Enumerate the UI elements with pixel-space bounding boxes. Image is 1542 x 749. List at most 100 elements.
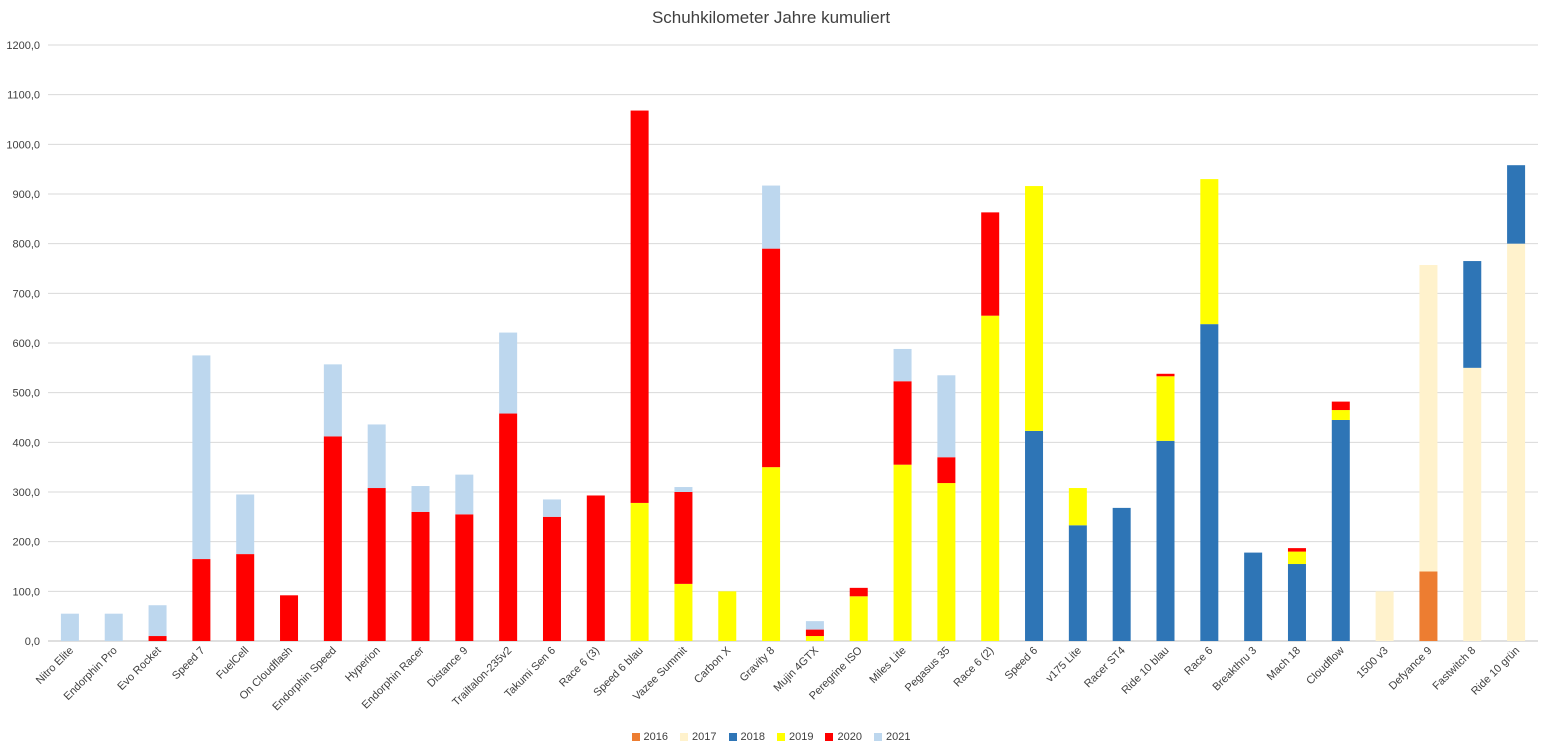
bar-segment-2021 [236, 494, 255, 555]
x-tick-label: Hyperion [343, 645, 383, 685]
bar-segment-2018 [1331, 419, 1350, 641]
bar-segment-2021 [148, 605, 167, 637]
bar-segment-2020 [367, 488, 386, 641]
bars [60, 110, 1526, 641]
bar-segment-2020 [893, 381, 912, 465]
legend-item-2021: 2021 [873, 731, 910, 743]
y-tick-label: 300,0 [12, 487, 40, 499]
y-tick-label: 600,0 [12, 338, 40, 350]
bar-segment-2019 [937, 483, 956, 641]
bar-segment-2019 [1331, 410, 1350, 420]
y-tick-label: 200,0 [12, 537, 40, 549]
x-tick-label: Speed 7 [170, 645, 207, 682]
bar-segment-2018 [1200, 324, 1219, 641]
x-tick-label: Race 6 [1182, 645, 1215, 678]
bar-segment-2020 [192, 559, 211, 641]
bar-segment-2019 [981, 315, 1000, 641]
y-tick-label: 700,0 [12, 288, 40, 300]
legend-label: 2019 [789, 731, 814, 743]
bar-segment-2020 [586, 495, 605, 641]
x-tick-label: Racer ST4 [1082, 645, 1128, 691]
bar-segment-2020 [805, 629, 824, 637]
y-tick-label: 400,0 [12, 437, 40, 449]
bar-segment-2019 [805, 636, 824, 641]
bar-segment-2021 [323, 364, 342, 437]
y-axis-ticks: 0,0 100,0 200,0 300,0 400,0 500,0 600,0 700,0 80… [6, 40, 40, 648]
bar-segment-2020 [1331, 401, 1350, 411]
bar-segment-2019 [1156, 376, 1175, 441]
bar-segment-2019 [1287, 551, 1306, 565]
bar-segment-2020 [762, 248, 781, 468]
bar-segment-2020 [674, 492, 693, 584]
bar-segment-2021 [455, 474, 474, 515]
x-tick-label: Breakthru 3 [1211, 645, 1260, 694]
x-tick-label: Mach 18 [1265, 645, 1303, 683]
bar-segment-2019 [762, 467, 781, 641]
y-tick-label: 900,0 [12, 189, 40, 201]
bar-segment-2018 [1156, 440, 1175, 641]
legend-swatch [631, 733, 640, 741]
legend-item-2020: 2020 [825, 731, 862, 743]
bar-segment-2018 [1463, 261, 1482, 368]
bar-segment-2020 [411, 511, 430, 641]
legend-item-2016: 2016 [631, 731, 669, 743]
bar-segment-2020 [323, 436, 342, 641]
bar-segment-2020 [280, 595, 299, 641]
bar-segment-2018 [1244, 552, 1263, 641]
bar-segment-2017 [1463, 367, 1482, 641]
x-tick-label: Ride 10 blau [1119, 645, 1171, 697]
legend-item-2018: 2018 [728, 731, 765, 743]
legend-item-2017: 2017 [680, 731, 717, 743]
bar-segment-2019 [1025, 186, 1044, 431]
bar-segment-2016 [1419, 571, 1438, 641]
legend-label: 2017 [692, 731, 717, 743]
y-tick-label: 1000,0 [6, 139, 40, 151]
bar-segment-2020 [937, 457, 956, 484]
bar-segment-2020 [1156, 373, 1175, 377]
bar-segment-2019 [1068, 488, 1087, 526]
x-tick-label: Miles Lite [867, 645, 908, 686]
bar-segment-2021 [499, 332, 518, 414]
x-tick-label: Evo Rocket [115, 645, 163, 693]
chart-title: Schuhkilometer Jahre kumuliert [651, 8, 891, 27]
bar-segment-2020 [542, 516, 561, 641]
bar-segment-2020 [148, 636, 167, 641]
x-tick-label: Nitro Elite [34, 645, 76, 687]
bar-segment-2017 [1419, 265, 1438, 572]
bar-segment-2021 [104, 613, 123, 641]
x-tick-label: Pegasus 35 [903, 645, 953, 695]
bar-segment-2018 [1507, 165, 1526, 244]
legend-swatch [825, 733, 834, 741]
bar-segment-2019 [1200, 179, 1219, 325]
legend-label: 2016 [643, 731, 669, 743]
x-tick-label: Fastwitch 8 [1431, 645, 1479, 693]
legend: 2016 2017 2018 2019 2020 2021 [0, 731, 1542, 743]
legend-item-2019: 2019 [777, 731, 813, 743]
bar-segment-2017 [1375, 591, 1394, 641]
x-tick-label: Gravity 8 [738, 645, 778, 685]
y-tick-label: 100,0 [12, 586, 40, 598]
bar-segment-2021 [411, 486, 430, 512]
legend-label: 2020 [837, 731, 862, 743]
x-tick-label: 1500 v3 [1355, 645, 1391, 681]
bar-segment-2021 [805, 621, 824, 630]
bar-segment-2019 [718, 591, 737, 641]
bar-segment-2019 [849, 596, 868, 641]
legend-swatch [873, 733, 882, 741]
gridlines [48, 44, 1538, 642]
bar-segment-2018 [1112, 507, 1131, 641]
bar-segment-2019 [674, 583, 693, 641]
legend-swatch [728, 733, 737, 741]
bar-segment-2018 [1287, 564, 1306, 641]
x-tick-label: Race 6 (2) [952, 645, 997, 690]
x-tick-label: Distance 9 [425, 645, 470, 690]
x-tick-label: Speed 6 [1003, 645, 1040, 682]
bar-segment-2021 [192, 355, 211, 560]
y-tick-label: 0,0 [25, 636, 40, 648]
x-tick-label: FuelCell [214, 645, 251, 682]
bar-segment-2021 [937, 375, 956, 458]
legend-swatch [777, 733, 785, 741]
x-tick-label: Cloudflow [1304, 645, 1347, 688]
